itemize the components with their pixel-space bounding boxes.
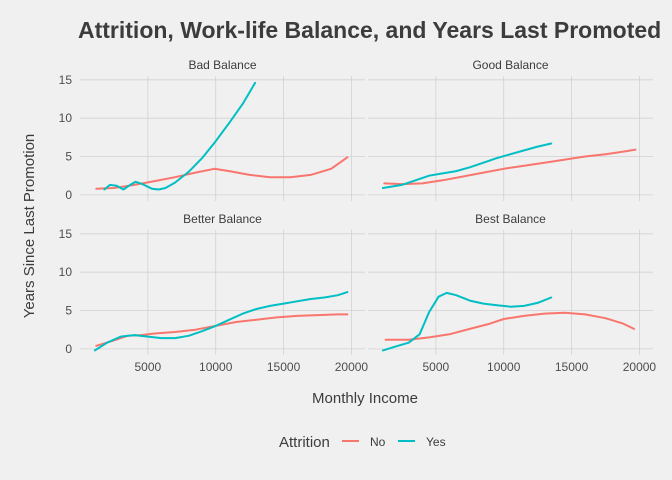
panel-label: Bad Balance: [188, 58, 256, 72]
y-tick-label: 10: [59, 265, 73, 279]
x-tick-label: 10000: [487, 360, 521, 374]
panel-label: Best Balance: [475, 212, 546, 226]
series-line-yes: [381, 142, 553, 189]
panel-good-balance: Good Balance: [368, 58, 653, 201]
x-axis-title: Monthly Income: [312, 390, 418, 407]
series-line-no: [383, 148, 637, 186]
series-line-yes: [381, 291, 553, 352]
legend: Attrition No Yes: [279, 434, 446, 451]
x-tick-label: 15000: [267, 360, 301, 374]
y-tick-label: 5: [65, 304, 72, 318]
panel-best-balance: Best Balance 5000 10000 15000 20000: [368, 212, 656, 374]
facet-panels: Bad Balance 0 5 10 15 Good Balance Better Bala…: [59, 58, 657, 374]
series-line-no: [95, 156, 349, 190]
legend-label: Yes: [426, 435, 446, 449]
series-line-no: [95, 313, 349, 347]
y-tick-label: 5: [65, 150, 72, 164]
series-line-yes: [93, 291, 349, 352]
panel-label: Better Balance: [183, 212, 262, 226]
y-tick-label: 15: [59, 227, 73, 241]
legend-item-no: No: [342, 435, 386, 449]
legend-label: No: [370, 435, 386, 449]
x-tick-label: 5000: [423, 360, 450, 374]
legend-title: Attrition: [279, 434, 330, 451]
x-tick-label: 10000: [199, 360, 233, 374]
panel-label: Good Balance: [472, 58, 548, 72]
x-tick-label: 20000: [623, 360, 657, 374]
series-line-no: [384, 311, 635, 341]
x-tick-label: 15000: [555, 360, 589, 374]
y-tick-label: 15: [59, 73, 73, 87]
y-tick-label: 0: [65, 342, 72, 356]
x-tick-label: 20000: [335, 360, 369, 374]
y-tick-label: 0: [65, 188, 72, 202]
panel-bad-balance: Bad Balance 0 5 10 15: [59, 58, 365, 202]
legend-entries: No Yes: [342, 435, 446, 449]
y-tick-label: 10: [59, 111, 73, 125]
chart-title: Attrition, Work-life Balance, and Years …: [78, 17, 661, 43]
panel-better-balance: Better Balance 0 5 10 15 5000 10000 15000 20000: [59, 212, 369, 374]
y-axis-title: Years Since Last Promotion: [21, 134, 38, 319]
x-tick-label: 5000: [135, 360, 162, 374]
legend-item-yes: Yes: [398, 435, 446, 449]
series-line-yes: [103, 81, 257, 191]
